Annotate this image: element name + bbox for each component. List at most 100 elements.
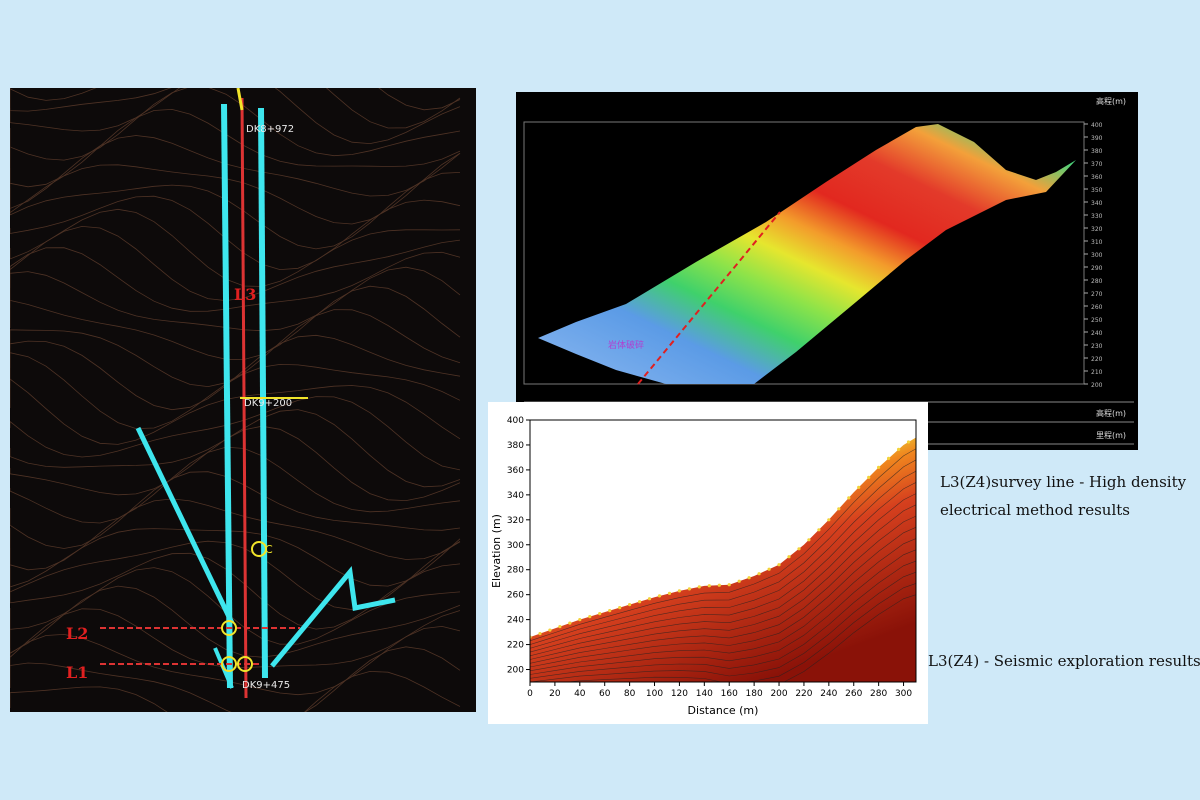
contour-lines	[10, 88, 461, 712]
surface-point	[777, 563, 781, 567]
station-label-mid: DK9+200	[244, 398, 292, 409]
x-tick-label: 40	[574, 689, 586, 699]
seismic-profile: 0 20 40 60 80 100 120 140 160 180 200 220 240 260 280 3…	[488, 402, 928, 724]
x-tick-label: 80	[624, 689, 636, 699]
plot-frame	[523, 121, 1085, 385]
surface-point	[687, 587, 691, 591]
surface-point	[697, 585, 701, 589]
table-label-mileage: 里程(m)	[1096, 431, 1126, 440]
elevation-tick-label: 290	[1091, 265, 1103, 272]
surface-point	[598, 612, 602, 616]
contour-line	[10, 646, 461, 712]
surface-point	[707, 584, 711, 588]
x-tick-label: 100	[646, 689, 663, 699]
y-axis-label: Elevation (m)	[490, 514, 503, 588]
surface-point	[677, 589, 681, 593]
intersection-circle-l1b	[237, 656, 253, 672]
electrical-profile-canvas: 岩体破碎 高程(m) 400 390 380 370 360 350 340 330 320 31…	[523, 96, 1134, 445]
contour-line	[10, 88, 461, 111]
elevation-ticks: 400 390 380 370 360 350 340 330 320 310 300 290 280 2…	[1084, 122, 1103, 389]
branch-right	[270, 566, 396, 668]
surface-point	[638, 600, 642, 604]
x-tick-label: 220	[795, 689, 812, 699]
contour-line	[10, 108, 461, 188]
elevation-tick-label: 250	[1091, 317, 1103, 324]
elevation-unit: 高程(m)	[1096, 96, 1126, 106]
velocity-contour	[530, 448, 916, 642]
surface-point	[906, 440, 911, 444]
x-tick-label: 300	[895, 689, 912, 699]
velocity-contour	[783, 594, 916, 682]
elevation-tick-label: 260	[1091, 304, 1103, 311]
surface-point	[608, 609, 612, 613]
elevation-tick-label: 310	[1091, 239, 1103, 246]
velocity-contour	[530, 527, 916, 668]
topographic-map: L3 L2 L1 DK8+972 DK9+200 DK9+475 C	[10, 88, 476, 712]
y-tick-label: 200	[507, 666, 524, 676]
velocity-contour	[530, 549, 916, 675]
x-tick-label: 20	[549, 689, 561, 699]
y-tick-label: 220	[507, 641, 524, 651]
contour-line	[10, 88, 461, 129]
surface-point	[578, 618, 582, 622]
surface-point	[867, 475, 871, 479]
contour-line	[10, 195, 461, 271]
surface-point	[887, 456, 891, 460]
elevation-tick-label: 360	[1091, 174, 1103, 181]
velocity-contour	[530, 538, 916, 672]
x-tick-label: 60	[599, 689, 611, 699]
contour-line	[10, 446, 461, 524]
elevation-tick-label: 240	[1091, 330, 1103, 337]
x-tick-label: 120	[671, 689, 688, 699]
x-tick-label: 280	[870, 689, 887, 699]
survey-routes	[100, 88, 396, 699]
surface-point	[667, 591, 672, 595]
elevation-tick-label: 350	[1091, 187, 1103, 194]
surface-point	[657, 594, 662, 598]
velocity-field	[530, 437, 916, 682]
y-tick-label: 240	[507, 616, 524, 626]
surface-point	[717, 583, 721, 587]
surface-point	[747, 576, 751, 580]
surface-point	[727, 583, 731, 587]
elevation-tick-label: 380	[1091, 148, 1103, 155]
elevation-tick-label: 300	[1091, 252, 1103, 259]
y-tick-label: 300	[507, 541, 524, 551]
contour-line	[10, 88, 461, 161]
elevation-tick-label: 200	[1091, 382, 1103, 389]
y-axis-ticks: 200 220 240 260 280 300 320 340 360 380 400	[507, 416, 530, 676]
fracture-line	[637, 211, 781, 385]
x-tick-label: 180	[746, 689, 763, 699]
contour-line	[10, 135, 461, 209]
y-tick-label: 320	[507, 516, 524, 526]
velocity-contours	[530, 448, 916, 682]
contour-line	[10, 608, 461, 669]
elevation-tick-label: 230	[1091, 343, 1103, 350]
seismic-chart: 0 20 40 60 80 100 120 140 160 180 200 220 240 260 280 3…	[490, 416, 917, 717]
surface-point	[827, 518, 831, 522]
contour-line	[10, 172, 461, 250]
velocity-contour	[530, 571, 916, 682]
route-yellow-top	[236, 88, 244, 111]
contour-line	[10, 152, 461, 225]
x-tick-label: 240	[820, 689, 837, 699]
elevation-tick-label: 320	[1091, 226, 1103, 233]
velocity-contour	[564, 583, 916, 682]
contour-line	[10, 334, 461, 411]
surface-point	[538, 632, 542, 636]
elevation-tick-label: 280	[1091, 278, 1103, 285]
contour-line	[10, 208, 461, 287]
resistivity-section	[538, 124, 1076, 384]
table-label-elevation: 高程(m)	[1096, 408, 1126, 418]
surface-point	[548, 628, 552, 632]
velocity-contour	[530, 482, 916, 653]
elevation-tick-label: 390	[1091, 135, 1103, 142]
contour-line	[10, 352, 461, 430]
elevation-tick-label: 210	[1091, 369, 1103, 376]
caption-electrical-line2: electrical method results	[940, 501, 1130, 519]
y-tick-label: 280	[507, 566, 524, 576]
elevation-tick-label: 370	[1091, 161, 1103, 168]
caption-electrical-line1: L3(Z4)survey line - High density	[940, 473, 1187, 491]
surface-point	[787, 555, 791, 559]
station-label-top: DK8+972	[246, 124, 294, 135]
